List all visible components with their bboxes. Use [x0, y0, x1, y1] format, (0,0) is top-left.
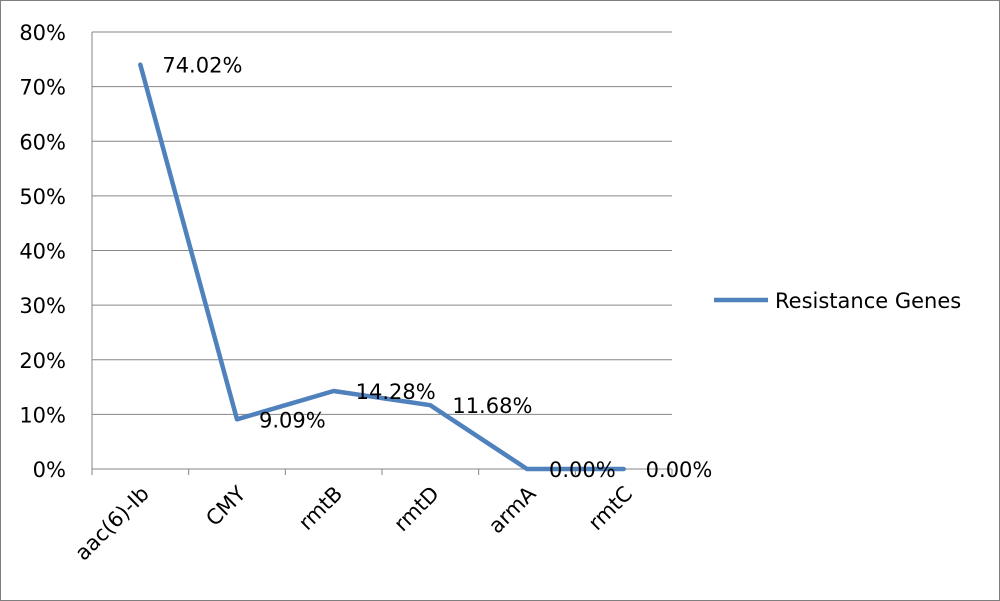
data-labels: 74.02% 9.09% 14.28% 11.68% 0.00% 0.00% [162, 54, 712, 482]
x-tick-label: rmtC [584, 482, 637, 535]
x-tick-label: armA [484, 481, 541, 538]
legend-label-resistance-genes: Resistance Genes [775, 289, 961, 313]
series-lines [138, 62, 626, 472]
data-label: 0.00% [549, 458, 616, 482]
data-label: 14.28% [356, 380, 436, 404]
data-label: 0.00% [646, 458, 713, 482]
series-line-resistance-genes [138, 62, 626, 472]
y-tick-label: 10% [19, 403, 66, 427]
y-tick-label: 70% [19, 76, 66, 100]
y-tick-label: 80% [19, 21, 66, 45]
x-tick-label: rmtB [294, 482, 347, 535]
data-label: 74.02% [162, 54, 242, 78]
legend: Resistance Genes [714, 289, 961, 313]
x-tick-label: aac(6)-Ib [70, 482, 154, 566]
x-axis-tick-labels: aac(6)-Ib CMY rmtB rmtD armA rmtC [70, 481, 637, 565]
y-tick-label: 40% [19, 240, 66, 264]
y-tick-label: 50% [19, 185, 66, 209]
axes [91, 32, 673, 475]
y-axis-tick-labels: 0% 10% 20% 30% 40% 50% 60% 70% 80% [19, 21, 66, 482]
y-tick-label: 0% [33, 458, 66, 482]
y-tick-label: 60% [19, 130, 66, 154]
x-tick-label: rmtD [389, 482, 444, 537]
y-tick-label: 30% [19, 294, 66, 318]
data-label: 11.68% [452, 394, 532, 418]
y-tick-label: 20% [19, 349, 66, 373]
gridlines [92, 31, 672, 415]
x-tick-label: CMY [201, 481, 250, 530]
data-label: 9.09% [259, 408, 326, 432]
